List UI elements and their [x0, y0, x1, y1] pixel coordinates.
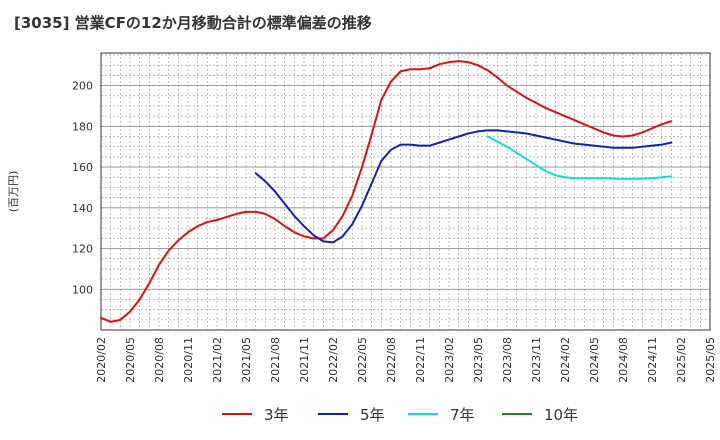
- x-tick-label: 2022/05: [356, 337, 369, 383]
- x-tick-label: 2020/05: [124, 337, 137, 383]
- x-tick-label: 2023/08: [501, 337, 514, 383]
- x-tick-label: 2023/11: [530, 337, 543, 383]
- chart-title: [3035] 営業CFの12か月移動合計の標準偏差の推移: [14, 14, 372, 32]
- series-line-3: [486, 135, 673, 180]
- x-tick-label: 2025/02: [675, 337, 688, 383]
- x-tick-label: 2024/11: [646, 337, 659, 383]
- y-tick-label: 120: [72, 243, 93, 256]
- series-line-2: [254, 129, 673, 244]
- legend-label: 5年: [360, 406, 385, 424]
- x-tick-label: 2020/11: [182, 337, 195, 383]
- x-tick-label: 2022/08: [385, 337, 398, 383]
- x-tick-label: 2020/02: [95, 337, 108, 383]
- y-tick-label: 160: [72, 161, 93, 174]
- y-tick-label: 200: [72, 80, 93, 93]
- legend-label: 10年: [544, 406, 578, 424]
- y-tick-label: 100: [72, 283, 93, 296]
- series-line-1: [100, 60, 673, 323]
- y-axis-label: (百万円): [7, 171, 20, 213]
- plot-border: [100, 52, 711, 331]
- x-tick-label: 2024/08: [617, 337, 630, 383]
- x-tick-label: 2020/08: [153, 337, 166, 383]
- y-tick-label: 140: [72, 202, 93, 215]
- x-tick-label: 2023/05: [472, 337, 485, 383]
- x-tick-label: 2021/05: [240, 337, 253, 383]
- x-tick-label: 2024/02: [559, 337, 572, 383]
- x-tick-label: 2022/11: [414, 337, 427, 383]
- x-tick-label: 2021/11: [298, 337, 311, 383]
- x-tick-label: 2021/08: [269, 337, 282, 383]
- legend-label: 3年: [264, 406, 289, 424]
- x-tick-label: 2022/02: [327, 337, 340, 383]
- x-tick-label: 2025/05: [704, 337, 717, 383]
- legend-label: 7年: [450, 406, 475, 424]
- plot-area: [101, 53, 710, 330]
- y-tick-label: 180: [72, 120, 93, 133]
- x-tick-label: 2021/02: [211, 337, 224, 383]
- x-tick-label: 2023/02: [443, 337, 456, 383]
- x-tick-label: 2024/05: [588, 337, 601, 383]
